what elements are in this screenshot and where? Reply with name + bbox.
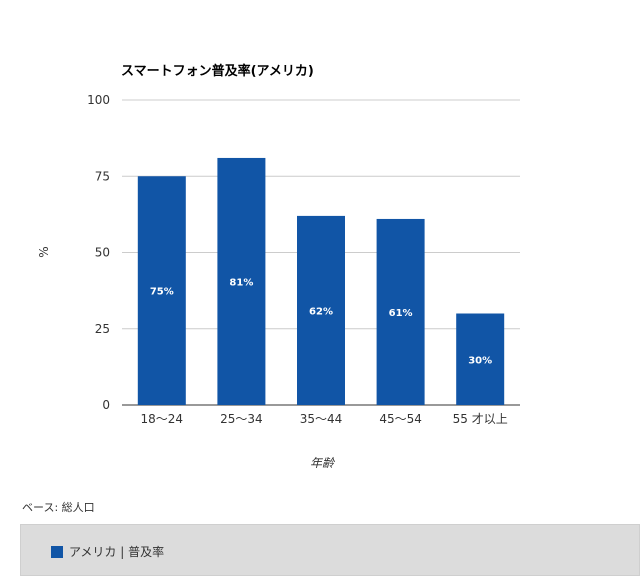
y-axis-label: %: [37, 246, 51, 257]
bar: [456, 313, 505, 405]
chart-area: スマートフォン普及率(アメリカ) 0 25 50 75 100 75% 81% 62% 61%…: [37, 63, 520, 470]
x-axis-ticks: 18〜24 25〜34 35〜44 45〜54 55 才以上: [141, 412, 508, 426]
x-tick-label: 18〜24: [141, 412, 184, 426]
chart-title: スマートフォン普及率(アメリカ): [121, 63, 314, 79]
bar: [297, 215, 345, 405]
bars: 75% 81% 62% 61% 30%: [137, 157, 505, 405]
y-tick-label: 0: [102, 398, 110, 412]
y-tick-label: 100: [87, 93, 110, 107]
legend-item: アメリカ | 普及率: [51, 543, 164, 560]
y-tick-label: 25: [95, 322, 110, 336]
bar-chart: スマートフォン普及率(アメリカ) 0 25 50 75 100 75% 81% 62% 61%…: [37, 63, 520, 470]
x-tick-label: 35〜44: [300, 412, 343, 426]
bar: [217, 157, 266, 405]
x-tick-label: 55 才以上: [453, 412, 508, 426]
legend-swatch: [51, 545, 63, 558]
data-label: 30%: [468, 355, 492, 366]
y-tick-label: 50: [95, 246, 110, 260]
data-label: 61%: [389, 308, 413, 319]
legend: アメリカ | 普及率: [20, 524, 640, 576]
legend-label: アメリカ | 普及率: [69, 545, 165, 559]
y-tick-label: 75: [95, 169, 110, 183]
bar: [137, 176, 186, 405]
bar: [376, 218, 425, 405]
base-note: ベース: 総人口: [22, 501, 95, 514]
y-axis-ticks: 0 25 50 75 100: [87, 93, 110, 412]
x-tick-label: 45〜54: [379, 412, 422, 426]
data-label: 75%: [150, 287, 174, 298]
data-label: 62%: [309, 306, 333, 317]
x-tick-label: 25〜34: [220, 412, 263, 426]
data-label: 81%: [229, 277, 253, 288]
x-axis-label: 年齢: [310, 456, 336, 470]
